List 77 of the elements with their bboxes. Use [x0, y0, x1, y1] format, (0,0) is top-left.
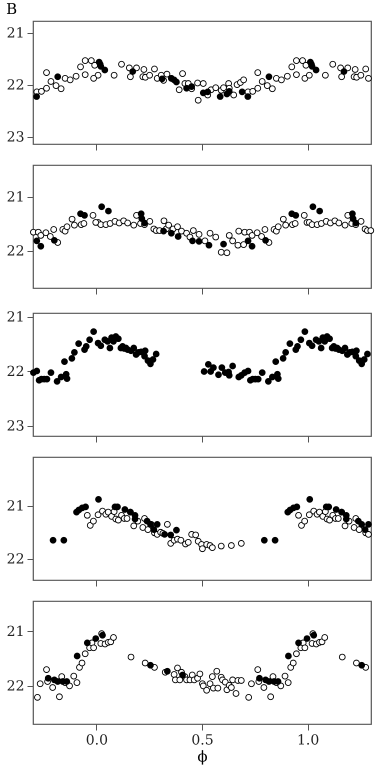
point: [167, 532, 174, 538]
point: [160, 228, 167, 234]
point: [358, 520, 366, 528]
point: [316, 208, 324, 214]
point: [256, 674, 263, 682]
point: [272, 536, 278, 544]
point: [33, 93, 40, 100]
point: [150, 526, 158, 533]
point: [248, 242, 256, 250]
point: [129, 68, 136, 75]
point: [95, 496, 102, 503]
x-tick-label: 0.5: [191, 732, 214, 748]
point: [295, 640, 302, 646]
point: [81, 212, 88, 219]
point: [84, 640, 91, 646]
point: [173, 78, 180, 86]
point: [285, 652, 292, 660]
point: [101, 66, 108, 74]
point: [266, 73, 272, 80]
point: [244, 238, 252, 244]
point: [206, 242, 212, 249]
point: [312, 66, 320, 74]
point: [122, 506, 128, 513]
point: [33, 238, 40, 244]
point: [60, 536, 68, 544]
point: [105, 208, 112, 214]
y-tick-label: 22: [6, 364, 24, 380]
y-tick-label: 23: [6, 418, 24, 435]
point: [362, 526, 368, 533]
y-tick-label: 22: [6, 244, 24, 260]
point: [310, 203, 316, 210]
y-tick-label: 22: [6, 78, 24, 94]
point: [189, 238, 196, 244]
point: [82, 503, 89, 510]
point: [304, 635, 310, 642]
y-tick-label: 22: [6, 678, 24, 694]
point: [74, 652, 81, 660]
point: [44, 674, 52, 682]
point: [204, 88, 212, 96]
point: [260, 536, 268, 544]
x-axis-title: ϕ: [197, 748, 208, 766]
point: [92, 635, 100, 642]
point: [50, 236, 58, 244]
point: [196, 238, 202, 245]
x-tick-label: 0.0: [86, 732, 108, 748]
point: [226, 88, 233, 95]
point: [174, 233, 182, 240]
point: [293, 503, 300, 510]
point: [98, 203, 106, 210]
y-tick-label: 22: [6, 551, 24, 568]
chart-title: B: [6, 0, 18, 18]
point: [262, 236, 269, 244]
point: [54, 73, 62, 80]
x-tick-label: 1.0: [296, 732, 320, 748]
point: [292, 212, 300, 219]
point: [216, 93, 224, 100]
point: [147, 662, 154, 669]
y-tick-label: 21: [6, 498, 24, 514]
point: [168, 230, 175, 237]
point: [154, 520, 161, 528]
point: [365, 520, 372, 528]
point: [340, 68, 348, 75]
y-tick-label: 23: [6, 130, 24, 146]
point: [179, 672, 186, 678]
point: [332, 506, 340, 513]
y-tick-label: 21: [6, 309, 24, 326]
y-tick-label: 21: [6, 624, 24, 640]
point: [244, 93, 252, 100]
point: [306, 496, 314, 503]
point: [220, 240, 227, 248]
point: [358, 662, 366, 669]
y-tick-label: 21: [6, 25, 24, 42]
y-tick-label: 21: [6, 189, 24, 206]
point: [50, 536, 56, 544]
point: [238, 88, 246, 96]
point: [37, 242, 44, 250]
point: [173, 526, 180, 534]
